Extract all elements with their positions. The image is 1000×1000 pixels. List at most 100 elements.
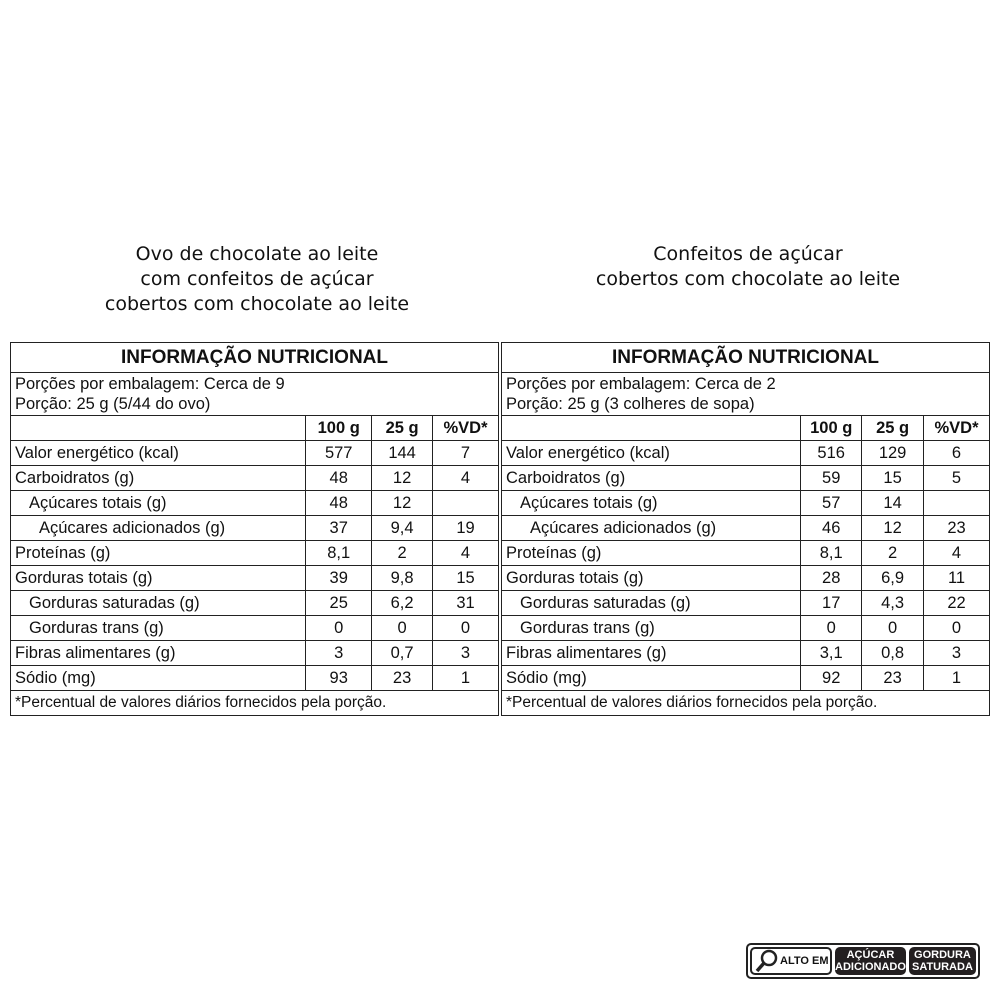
nutrient-label: Açúcares totais (g) [500, 490, 802, 516]
nutrient-label: Gorduras trans (g) [9, 615, 307, 641]
badge-line: AÇÚCAR [846, 949, 895, 961]
portion-size: Porção: 25 g (5/44 do ovo) [15, 395, 211, 413]
value-cell: 6,9 [861, 565, 925, 591]
value-cell [923, 490, 990, 516]
value-cell: 3 [923, 640, 990, 666]
value-cell: 22 [923, 590, 990, 616]
empty-header [9, 415, 307, 441]
value-cell: 28 [800, 565, 863, 591]
footnote-row: *Percentual de valores diários fornecido… [501, 690, 990, 716]
nutrient-label: Açúcares adicionados (g) [500, 515, 802, 541]
alto-em-label: ALTO EM [780, 955, 829, 967]
front-label-warning: ALTO EM AÇÚCAR ADICIONADO GORDURA SATURADA [746, 943, 980, 979]
value-cell: 1 [923, 665, 990, 691]
portion-row: Porções por embalagem: Cerca de 9 Porção:… [10, 372, 499, 416]
portion-info: Porções por embalagem: Cerca de 2 Porção:… [501, 372, 990, 416]
nutrient-label: Gorduras saturadas (g) [9, 590, 307, 616]
column-header: 25 g [861, 415, 925, 441]
value-cell: 0,7 [371, 640, 434, 666]
heading-line: cobertos com chocolate ao leite [595, 268, 901, 290]
alto-em-box: ALTO EM [750, 947, 832, 975]
nutrient-label: Proteínas (g) [500, 540, 802, 566]
value-cell: 4 [432, 540, 499, 566]
right-nutrition-table: INFORMAÇÃO NUTRICIONAL Porções por embala… [500, 342, 990, 716]
nutrient-label: Gorduras saturadas (g) [500, 590, 802, 616]
portion-size: Porção: 25 g (3 colheres de sopa) [506, 395, 755, 413]
footnote: *Percentual de valores diários fornecido… [10, 690, 499, 716]
nutrient-label: Açúcares adicionados (g) [9, 515, 307, 541]
table-row: Gorduras trans (g) 0 0 0 [9, 615, 499, 641]
value-cell: 7 [432, 440, 499, 466]
value-cell: 57 [800, 490, 863, 516]
column-header-row: 100 g 25 g %VD* [500, 415, 990, 441]
nutrient-label: Açúcares totais (g) [9, 490, 307, 516]
value-cell: 15 [861, 465, 925, 491]
value-cell: 3,1 [800, 640, 863, 666]
value-cell: 0 [923, 615, 990, 641]
nutrient-label: Proteínas (g) [9, 540, 307, 566]
value-cell: 1 [432, 665, 499, 691]
nutrient-label: Gorduras trans (g) [500, 615, 802, 641]
value-cell: 0 [861, 615, 925, 641]
value-cell: 577 [305, 440, 373, 466]
heading-line: com confeitos de açúcar [140, 268, 374, 290]
table-row: Gorduras saturadas (g) 25 6,2 31 [9, 590, 499, 616]
portion-row: Porções por embalagem: Cerca de 2 Porção:… [501, 372, 990, 416]
value-cell: 37 [305, 515, 373, 541]
value-cell: 12 [371, 490, 434, 516]
table-row: Gorduras saturadas (g) 17 4,3 22 [500, 590, 990, 616]
nutrient-label: Carboidratos (g) [9, 465, 307, 491]
left-nutrition-table: INFORMAÇÃO NUTRICIONAL Porções por embala… [9, 342, 499, 716]
value-cell: 3 [305, 640, 373, 666]
value-cell: 31 [432, 590, 499, 616]
table-row: Gorduras totais (g) 39 9,8 15 [9, 565, 499, 591]
value-cell: 0 [432, 615, 499, 641]
footnote-row: *Percentual de valores diários fornecido… [10, 690, 499, 716]
value-cell: 39 [305, 565, 373, 591]
table-row: Fibras alimentares (g) 3,1 0,8 3 [500, 640, 990, 666]
column-header: %VD* [432, 415, 499, 441]
value-cell: 23 [923, 515, 990, 541]
nutrient-label: Gorduras totais (g) [500, 565, 802, 591]
value-cell: 2 [371, 540, 434, 566]
column-header: %VD* [923, 415, 990, 441]
value-cell: 9,8 [371, 565, 434, 591]
table-row: Carboidratos (g) 48 12 4 [9, 465, 499, 491]
table-row: Açúcares adicionados (g) 46 12 23 [500, 515, 990, 541]
left-product-heading: Ovo de chocolate ao leite com confeitos … [57, 242, 457, 317]
column-header: 25 g [371, 415, 434, 441]
value-cell: 92 [800, 665, 863, 691]
value-cell: 3 [432, 640, 499, 666]
value-cell: 9,4 [371, 515, 434, 541]
nutrient-label: Sódio (mg) [500, 665, 802, 691]
value-cell: 6 [923, 440, 990, 466]
value-cell: 12 [371, 465, 434, 491]
value-cell: 8,1 [305, 540, 373, 566]
table-row: Gorduras totais (g) 28 6,9 11 [500, 565, 990, 591]
nutrient-label: Sódio (mg) [9, 665, 307, 691]
portions-per-package: Porções por embalagem: Cerca de 9 [15, 375, 285, 393]
value-cell: 15 [432, 565, 499, 591]
table-title: INFORMAÇÃO NUTRICIONAL [501, 342, 990, 373]
value-cell: 14 [861, 490, 925, 516]
value-cell: 5 [923, 465, 990, 491]
table-title: INFORMAÇÃO NUTRICIONAL [10, 342, 499, 373]
value-cell: 23 [371, 665, 434, 691]
table-row: Proteínas (g) 8,1 2 4 [500, 540, 990, 566]
table-row: Valor energético (kcal) 577 144 7 [9, 440, 499, 466]
table-row: Açúcares adicionados (g) 37 9,4 19 [9, 515, 499, 541]
value-cell: 25 [305, 590, 373, 616]
table-title-row: INFORMAÇÃO NUTRICIONAL [10, 342, 499, 373]
value-cell: 4,3 [861, 590, 925, 616]
value-cell: 48 [305, 465, 373, 491]
empty-header [500, 415, 802, 441]
value-cell: 144 [371, 440, 434, 466]
value-cell: 59 [800, 465, 863, 491]
portion-info: Porções por embalagem: Cerca de 9 Porção:… [10, 372, 499, 416]
table-row: Açúcares totais (g) 48 12 [9, 490, 499, 516]
table-row: Sódio (mg) 92 23 1 [500, 665, 990, 691]
value-cell: 17 [800, 590, 863, 616]
value-cell: 6,2 [371, 590, 434, 616]
value-cell: 11 [923, 565, 990, 591]
table-row: Gorduras trans (g) 0 0 0 [500, 615, 990, 641]
